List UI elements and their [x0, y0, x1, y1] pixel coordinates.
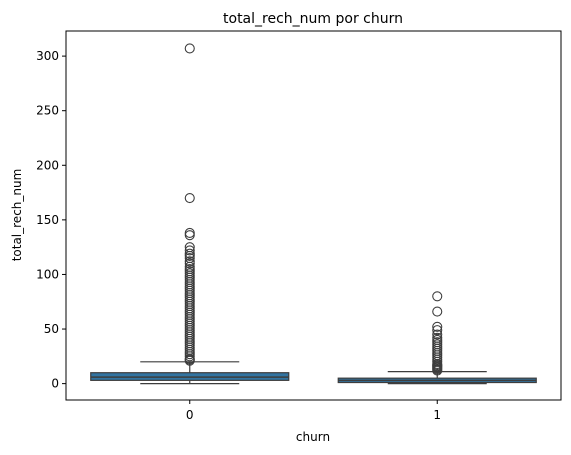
y-axis-label: total_rech_num: [10, 169, 24, 262]
y-tick-label: 50: [44, 322, 59, 336]
y-tick-label: 250: [36, 104, 59, 118]
outlier-point: [184, 230, 195, 241]
outlier-point: [432, 291, 443, 302]
y-tick-label: 150: [36, 213, 59, 227]
outlier-point: [432, 306, 443, 317]
outlier-point: [184, 258, 195, 269]
y-tick-label: 200: [36, 158, 59, 172]
x-tick-label: 1: [433, 408, 441, 422]
plot-area: [65, 30, 562, 401]
outlier-point: [432, 321, 443, 332]
outlier-point: [184, 227, 195, 239]
x-axis-label: churn: [296, 430, 330, 444]
x-tick-label: 0: [186, 408, 194, 422]
box-group-0: [90, 43, 290, 385]
outlier-point: [184, 43, 195, 54]
outlier-point: [432, 365, 443, 376]
chart-title: total_rech_num por churn: [223, 11, 403, 27]
boxes-layer: [90, 43, 537, 385]
outlier-point: [184, 355, 195, 366]
box-group-1: [337, 291, 537, 385]
y-axis: 0 50 100 150 200 250 300: [36, 49, 66, 391]
outlier-point: [432, 329, 443, 340]
outlier-point: [432, 325, 443, 336]
y-tick-label: 100: [36, 267, 59, 281]
y-tick-label: 0: [51, 377, 59, 391]
outlier-point: [184, 245, 195, 256]
outlier-point: [184, 192, 195, 204]
y-tick-label: 300: [36, 49, 59, 63]
